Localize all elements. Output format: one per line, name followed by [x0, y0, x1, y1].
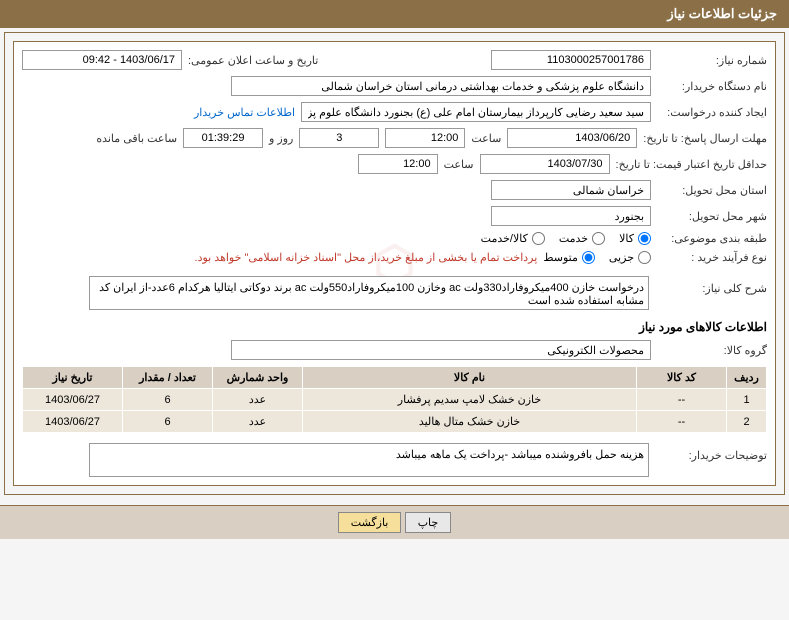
need-number-field[interactable]	[491, 50, 651, 70]
table-header: تاریخ نیاز	[23, 367, 123, 389]
table-cell: 1403/06/27	[23, 389, 123, 411]
goods-table: ردیفکد کالانام کالاواحد شمارشتعداد / مقد…	[22, 366, 767, 433]
announce-datetime-field[interactable]	[22, 50, 182, 70]
process-radio-group: جزیی متوسط	[543, 251, 651, 264]
remaining-time-field[interactable]	[183, 128, 263, 148]
payment-note: پرداخت تمام یا بخشی از مبلغ خرید،از محل …	[195, 251, 538, 264]
table-cell: 1403/06/27	[23, 411, 123, 433]
goods-info-title: اطلاعات کالاهای مورد نیاز	[22, 320, 767, 334]
buyer-org-label: نام دستگاه خریدار:	[657, 80, 767, 93]
back-button[interactable]: بازگشت	[338, 512, 402, 533]
contact-link[interactable]: اطلاعات تماس خریدار	[194, 106, 295, 119]
validity-hour-label: ساعت	[444, 158, 474, 171]
page-header: جزئیات اطلاعات نیاز	[0, 0, 789, 28]
table-header: ردیف	[727, 367, 767, 389]
buyer-notes-label: توضیحات خریدار:	[657, 443, 767, 462]
process-radio[interactable]	[638, 251, 651, 264]
table-header: واحد شمارش	[213, 367, 303, 389]
main-panel: ⬡ شماره نیاز: تاریخ و ساعت اعلان عمومی: …	[13, 41, 776, 486]
category-option: خدمت	[559, 232, 605, 245]
remaining-days-field[interactable]	[299, 128, 379, 148]
process-type-label: نوع فرآیند خرید :	[657, 251, 767, 264]
footer-bar: چاپ بازگشت	[0, 505, 789, 539]
need-number-label: شماره نیاز:	[657, 54, 767, 67]
page-title: جزئیات اطلاعات نیاز	[667, 6, 777, 21]
process-radio-label: جزیی	[609, 251, 634, 264]
summary-textarea[interactable]	[89, 276, 649, 310]
table-row: 2--خازن خشک متال هالیدعدد61403/06/27	[23, 411, 767, 433]
table-cell: خازن خشک لامپ سدیم پرفشار	[303, 389, 637, 411]
announce-datetime-label: تاریخ و ساعت اعلان عمومی:	[188, 54, 318, 67]
category-radio-label: خدمت	[559, 232, 588, 245]
goods-group-label: گروه کالا:	[657, 344, 767, 357]
category-radio[interactable]	[638, 232, 651, 245]
process-radio-label: متوسط	[543, 251, 578, 264]
table-cell: 1	[727, 389, 767, 411]
table-cell: خازن خشک متال هالید	[303, 411, 637, 433]
deadline-date-field[interactable]	[507, 128, 637, 148]
table-cell: عدد	[213, 411, 303, 433]
remaining-label: ساعت باقی مانده	[96, 132, 177, 145]
delivery-province-label: استان محل تحویل:	[657, 184, 767, 197]
table-row: 1--خازن خشک لامپ سدیم پرفشارعدد61403/06/…	[23, 389, 767, 411]
deadline-label: مهلت ارسال پاسخ: تا تاریخ:	[643, 132, 767, 145]
category-label: طبقه بندی موضوعی:	[657, 232, 767, 245]
category-radio[interactable]	[592, 232, 605, 245]
delivery-city-field[interactable]	[491, 206, 651, 226]
validity-label: حداقل تاریخ اعتبار قیمت: تا تاریخ:	[616, 158, 767, 171]
category-option: کالا/خدمت	[481, 232, 545, 245]
process-option: متوسط	[543, 251, 595, 264]
table-cell: --	[637, 411, 727, 433]
deadline-hour-label: ساعت	[471, 132, 501, 145]
validity-time-field[interactable]	[358, 154, 438, 174]
table-cell: 2	[727, 411, 767, 433]
buyer-notes-textarea[interactable]	[89, 443, 649, 477]
goods-group-field[interactable]	[231, 340, 651, 360]
category-radio-group: کالا خدمت کالا/خدمت	[481, 232, 651, 245]
requester-label: ایجاد کننده درخواست:	[657, 106, 767, 119]
delivery-city-label: شهر محل تحویل:	[657, 210, 767, 223]
category-radio[interactable]	[532, 232, 545, 245]
requester-field[interactable]	[301, 102, 651, 122]
summary-label: شرح کلی نیاز:	[657, 276, 767, 295]
table-cell: عدد	[213, 389, 303, 411]
table-header: نام کالا	[303, 367, 637, 389]
validity-date-field[interactable]	[480, 154, 610, 174]
deadline-time-field[interactable]	[385, 128, 465, 148]
print-button[interactable]: چاپ	[405, 512, 452, 533]
table-header: کد کالا	[637, 367, 727, 389]
delivery-province-field[interactable]	[491, 180, 651, 200]
process-option: جزیی	[609, 251, 651, 264]
table-header: تعداد / مقدار	[123, 367, 213, 389]
category-radio-label: کالا/خدمت	[481, 232, 528, 245]
category-radio-label: کالا	[619, 232, 634, 245]
table-cell: --	[637, 389, 727, 411]
table-cell: 6	[123, 389, 213, 411]
table-cell: 6	[123, 411, 213, 433]
category-option: کالا	[619, 232, 651, 245]
process-radio[interactable]	[582, 251, 595, 264]
days-and-label: روز و	[269, 132, 293, 145]
buyer-org-field[interactable]	[231, 76, 651, 96]
